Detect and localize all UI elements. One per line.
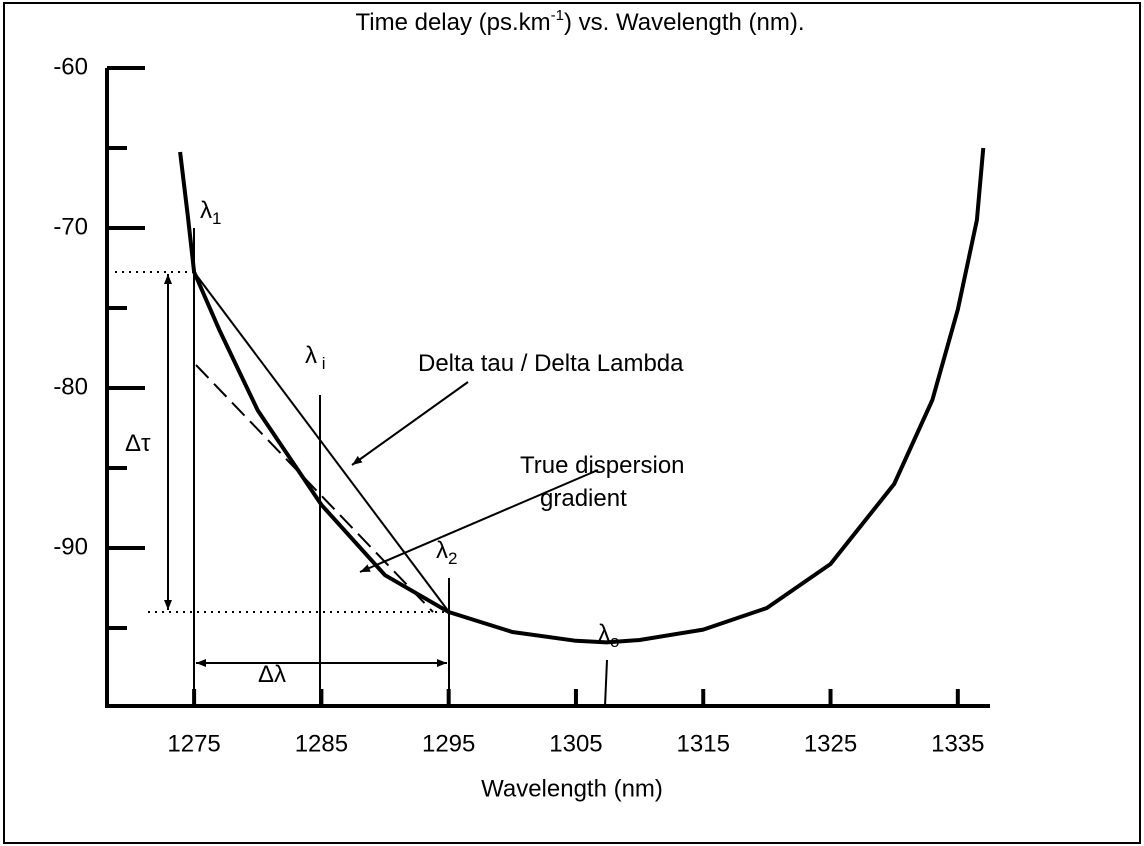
frame: [3, 2, 1141, 844]
y-tick-label: -60: [53, 53, 88, 80]
annotation: Delta tau / Delta Lambda: [418, 350, 684, 377]
annotation-text: λ: [200, 197, 212, 224]
chord: [193, 271, 450, 613]
annotation: λ1: [200, 197, 221, 228]
annotation-sub: 2: [448, 549, 457, 568]
tangent: [195, 364, 434, 613]
construction-lines: [115, 228, 608, 707]
lambda0-line: [604, 659, 608, 707]
annotation-text: Delta tau / Delta Lambda: [418, 350, 684, 377]
x-tick-label: 1315: [677, 730, 730, 757]
x-tick-label: 1285: [295, 730, 348, 757]
y-tick-label: -80: [53, 373, 88, 400]
annotation-text: λ: [305, 342, 317, 369]
pointer-arrow: [351, 381, 469, 466]
annotation-text: Δτ: [125, 430, 151, 457]
x-tick-label: 1325: [804, 730, 857, 757]
pointer-arrow: [359, 469, 599, 573]
annotation: λ2: [436, 537, 457, 568]
annotation-text: Δλ: [258, 661, 286, 688]
annotation: Δλ: [258, 661, 286, 688]
annotation-text: λ: [436, 537, 448, 564]
y-tick-label: -70: [53, 213, 88, 240]
annotation: gradient: [540, 485, 627, 512]
x-tick-label: 1335: [931, 730, 984, 757]
curve: [178, 147, 986, 645]
annotation-sub: 1: [212, 209, 221, 228]
annotation-text: True dispersion: [520, 452, 685, 479]
x-axis-label: Wavelength (nm): [481, 775, 663, 802]
x-tick-label: 1305: [549, 730, 602, 757]
annotation-text: λ: [598, 620, 610, 647]
y-tick-label: -90: [53, 533, 88, 560]
x-tick-label: 1295: [422, 730, 475, 757]
annotation: λ i: [305, 342, 326, 373]
annotation-text: gradient: [540, 485, 627, 512]
x-tick-label: 1275: [167, 730, 220, 757]
annotation-sub: o: [610, 632, 619, 651]
chart-title: Time delay (ps.km-1) vs. Wavelength (nm)…: [355, 7, 804, 36]
annotation: True dispersion: [520, 452, 685, 479]
annotation: Δτ: [125, 430, 151, 457]
annotation-sub: i: [317, 354, 326, 373]
annotation: λo: [598, 620, 619, 651]
